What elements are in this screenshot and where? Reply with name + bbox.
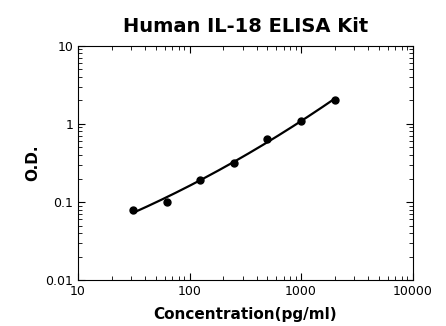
Title: Human IL-18 ELISA Kit: Human IL-18 ELISA Kit [123, 17, 368, 36]
X-axis label: Concentration(pg/ml): Concentration(pg/ml) [153, 306, 337, 321]
Y-axis label: O.D.: O.D. [25, 145, 40, 181]
